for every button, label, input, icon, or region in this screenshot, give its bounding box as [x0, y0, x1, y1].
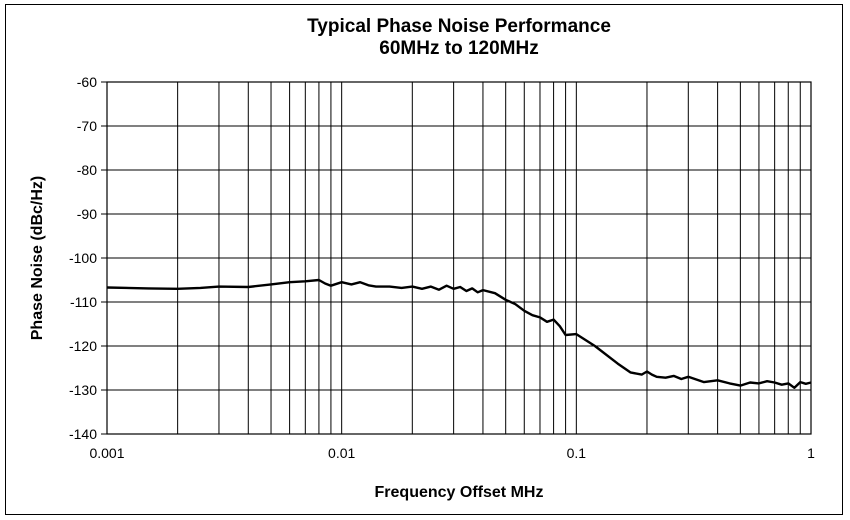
y-tick-labels: -60 -70 -80 -90 -100 -110 -120 -130 -140 — [69, 74, 97, 442]
y-tick-label: -130 — [69, 382, 97, 398]
horizontal-gridlines — [101, 81, 811, 435]
x-tick-labels: 0.001 0.01 0.1 1 — [89, 445, 815, 461]
y-tick-label: -60 — [77, 74, 97, 90]
series-group — [106, 278, 812, 389]
plot-border — [106, 81, 812, 435]
y-tick-label: -110 — [70, 294, 97, 310]
y-tick-label: -140 — [69, 426, 97, 442]
y-axis-label: Phase Noise (dBc/Hz) — [29, 175, 46, 341]
chart-subtitle: 60MHz to 120MHz — [379, 38, 539, 59]
y-tick-label: -90 — [77, 206, 97, 222]
x-tick-label: 0.1 — [567, 445, 587, 461]
x-tick-label: 0.01 — [328, 445, 355, 461]
chart-frame — [5, 4, 843, 515]
series-line — [106, 278, 812, 389]
x-tick-label: 0.001 — [89, 445, 124, 461]
chart-title: Typical Phase Noise Performance — [307, 16, 611, 37]
y-tick-label: -80 — [77, 162, 97, 178]
x-tick-label: 1 — [807, 445, 815, 461]
y-tick-label: -100 — [69, 250, 97, 266]
y-tick-label: -120 — [69, 338, 97, 354]
chart-title-block: Typical Phase Noise Performance 60MHz to… — [0, 16, 850, 60]
x-axis-label: Frequency Offset MHz — [374, 484, 544, 501]
y-tick-label: -70 — [77, 118, 97, 134]
